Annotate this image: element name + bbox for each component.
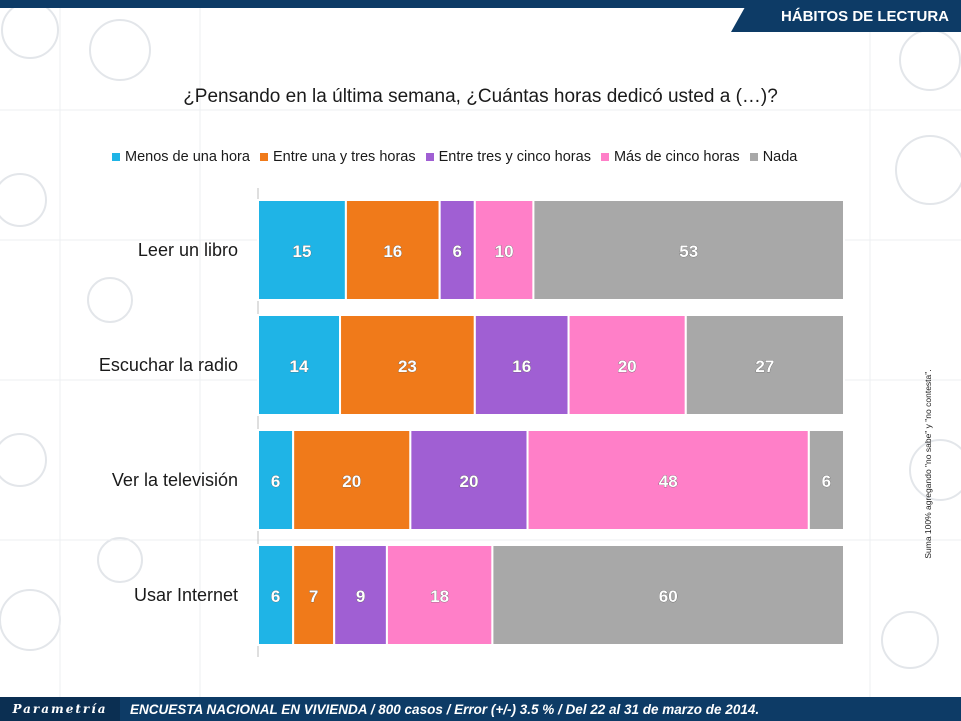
data-label: 7 [309,587,318,606]
chart-legend: Menos de una hora Entre una y tres horas… [112,148,807,166]
bar-segment [684,314,846,416]
bar-segment [473,199,535,301]
data-label: 16 [383,242,402,261]
bar-segment [532,199,845,301]
bar-segment [257,544,295,646]
bar-segment [567,314,687,416]
bar-segment [409,429,529,531]
footer-logo: Parametría [0,697,120,721]
data-label: 18 [430,587,449,606]
section-title: HÁBITOS DE LECTURA [731,0,961,32]
bar-segment [491,544,845,646]
chart-title: ¿Pensando en la última semana, ¿Cuántas … [183,86,778,107]
legend-label: Menos de una hora [125,149,250,165]
footer-bar [0,697,961,721]
legend-item-nada: Nada [749,149,798,165]
bar-segment [807,429,846,531]
data-label: 15 [292,242,311,261]
category-label: Leer un libro [138,240,238,260]
category-label: Escuchar la radio [99,355,238,375]
bar-segment [473,314,570,416]
bar-segment [257,199,347,301]
footer-text: ENCUESTA NACIONAL EN VIVIENDA / 800 caso… [130,701,760,717]
bar-segment [339,314,476,416]
data-label: 6 [271,472,280,491]
legend-label: Entre una y tres horas [272,149,416,165]
data-label: 48 [659,472,678,491]
top-stripe [0,0,961,8]
category-label: Ver la televisión [112,470,238,490]
data-label: 6 [453,242,462,261]
data-label: 6 [271,587,280,606]
bar-segment [257,429,295,531]
data-label: 53 [679,242,698,261]
data-label: 16 [512,357,531,376]
data-label: 27 [755,357,774,376]
legend-item-menos-de-una-hora: Menos de una hora [112,149,250,165]
legend-swatch [112,153,120,161]
data-label: 23 [398,357,417,376]
data-label: 60 [659,587,678,606]
legend-swatch [259,153,268,161]
bar-segment [257,314,342,416]
legend-swatch [425,153,434,161]
bar-segment [344,199,441,301]
legend-item-entre-tres-y-cinco-horas: Entre tres y cinco horas [425,149,591,165]
data-label: 14 [290,357,309,376]
legend-label: Nada [762,149,798,165]
legend-item-mas-de-cinco-horas: Más de cinco horas [600,149,740,165]
legend-swatch [749,153,758,161]
bar-segment [292,544,336,646]
category-label: Usar Internet [134,585,238,605]
bar-segment [333,544,388,646]
side-note-text: Suma 100% agregando "no sabe" y "no cont… [923,369,933,559]
bar-segment [526,429,810,531]
legend-label: Entre tres y cinco horas [438,149,591,165]
data-label: 20 [459,472,478,491]
legend-item-entre-una-y-tres-horas: Entre una y tres horas [259,149,416,165]
data-label: 20 [618,357,637,376]
data-label: 20 [342,472,361,491]
data-label: 10 [495,242,514,261]
stacked-bar-chart: Leer un libro 15 16 6 10 53 Escuchar la radio 1… [99,188,846,657]
legend-label: Más de cinco horas [613,149,740,165]
legend-swatch [600,153,609,161]
data-label: 6 [822,472,831,491]
bar-segment [438,199,476,301]
data-label: 9 [356,587,365,606]
